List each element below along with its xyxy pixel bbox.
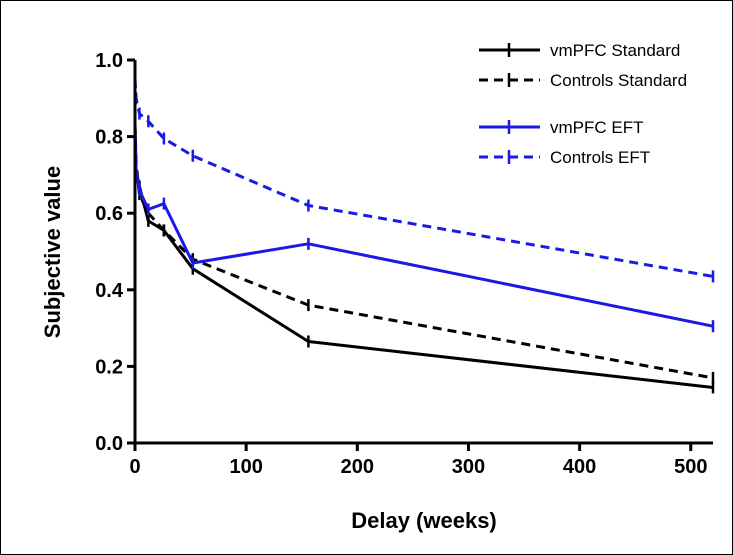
x-tick-label: 400 — [563, 456, 596, 478]
x-tick-label: 300 — [452, 456, 485, 478]
ticks-layer: 0.0 0.2 0.4 0.6 0.8 1.0 0 100 200 300 400 500 — [95, 50, 707, 478]
y-tick-label: 0.2 — [95, 356, 123, 378]
y-tick-label: 1.0 — [95, 50, 123, 72]
x-tick-label: 0 — [129, 456, 140, 478]
series-line — [133, 79, 714, 278]
axes-layer — [133, 60, 713, 445]
x-tick-label: 100 — [229, 456, 262, 478]
legend-label: vmPFC EFT — [550, 118, 644, 137]
legend-label: Controls EFT — [550, 148, 650, 167]
y-tick-label: 0.6 — [95, 203, 123, 225]
y-tick-label: 0.4 — [95, 280, 124, 302]
x-axis-title: Delay (weeks) — [351, 508, 497, 533]
y-tick-label: 0.0 — [95, 433, 123, 455]
legend-label: vmPFC Standard — [550, 41, 680, 60]
y-tick-label: 0.8 — [95, 127, 123, 149]
legend: vmPFC Standard Controls Standard vmPFC EFT… — [479, 41, 687, 167]
x-tick-label: 500 — [674, 456, 707, 478]
legend-label: Controls Standard — [550, 71, 687, 90]
x-tick-label: 200 — [341, 456, 374, 478]
y-axis-title: Subjective value — [40, 166, 65, 338]
series-line — [133, 125, 714, 380]
